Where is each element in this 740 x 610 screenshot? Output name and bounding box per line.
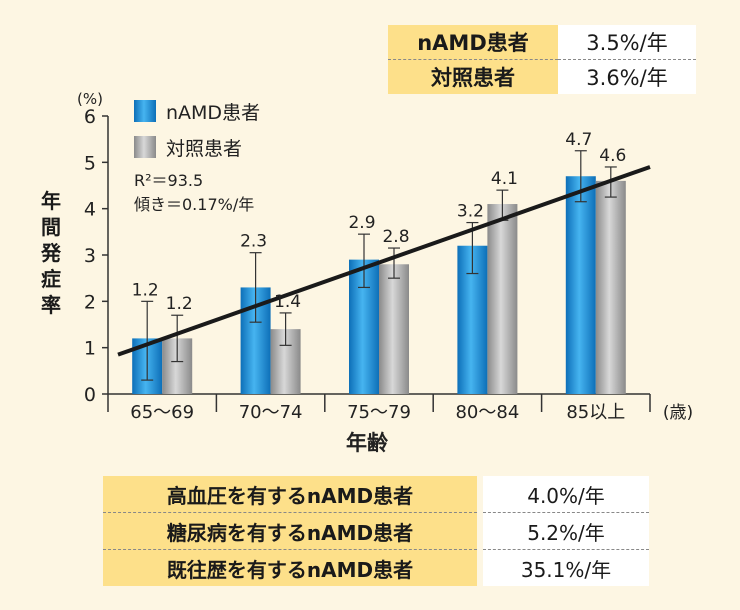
x-tick-label: 70〜74 [239,402,303,423]
y-tick-label: 5 [84,152,96,174]
data-label: 1.4 [274,292,301,312]
y-axis-label-char: 発 [41,241,61,265]
row-value: 3.5%/年 [558,25,696,60]
bar-control [379,264,409,394]
x-axis-label: 年齢 [346,431,389,455]
y-tick-label: 3 [84,245,96,267]
y-axis-label: 年 間 発 症 率 [36,188,66,318]
row-label: 既往歴を有するnAMD患者 [103,549,480,586]
data-label: 1.2 [132,280,159,300]
annotation: R²＝93.5 [134,171,203,190]
table-row: 対照患者 3.6%/年 [388,59,696,94]
row-value: 3.6%/年 [558,59,696,94]
row-value: 4.0%/年 [477,476,649,513]
row-label: nAMD患者 [388,25,558,60]
table-row: nAMD患者 3.5%/年 [388,25,696,60]
row-value: 35.1%/年 [477,549,649,586]
x-unit-label: (歳) [663,403,693,423]
data-label: 4.6 [599,146,626,166]
row-label: 対照患者 [388,59,558,94]
summary-table-top: nAMD患者 3.5%/年 対照患者 3.6%/年 [388,25,696,94]
table-row: 糖尿病を有するnAMD患者 5.2%/年 [103,512,649,550]
row-label: 糖尿病を有するnAMD患者 [103,512,480,550]
legend-swatch [134,136,156,158]
data-label: 2.8 [382,227,409,247]
y-unit-label: (%) [77,90,103,108]
y-tick-label: 6 [84,106,96,128]
y-tick-label: 0 [84,384,96,406]
x-tick-label: 65〜69 [130,402,194,423]
legend-swatch [134,100,156,122]
bar-control [487,204,518,394]
table-row: 既往歴を有するnAMD患者 35.1%/年 [103,549,649,586]
bar-control [595,180,626,394]
y-axis-label-char: 症 [41,267,61,291]
annotation: 傾き＝0.17%/年 [134,195,254,214]
data-label: 2.9 [348,213,375,233]
summary-table-bottom: 高血圧を有するnAMD患者 4.0%/年 糖尿病を有するnAMD患者 5.2%/… [103,476,649,586]
y-tick-label: 2 [84,291,96,313]
y-axis-label-char: 間 [41,215,61,239]
data-label: 1.2 [166,294,193,314]
trend-line [117,165,651,357]
data-label: 4.7 [565,130,592,150]
x-tick-label: 75〜79 [347,402,411,423]
x-tick-label: 80〜84 [455,402,519,423]
y-axis-label-char: 年 [41,189,61,213]
y-axis-label-char: 率 [41,293,61,317]
data-label: 2.3 [240,232,267,252]
bar-namd [565,176,596,394]
y-tick-label: 1 [84,338,96,360]
data-label: 4.1 [491,169,518,189]
legend-label: 対照患者 [166,138,242,160]
x-tick-label: 85以上 [566,402,625,423]
row-label: 高血圧を有するnAMD患者 [103,476,480,513]
row-value: 5.2%/年 [477,512,649,550]
y-tick-label: 4 [84,199,96,221]
table-row: 高血圧を有するnAMD患者 4.0%/年 [103,476,649,513]
data-label: 3.2 [457,202,484,222]
legend-label: nAMD患者 [166,102,260,124]
